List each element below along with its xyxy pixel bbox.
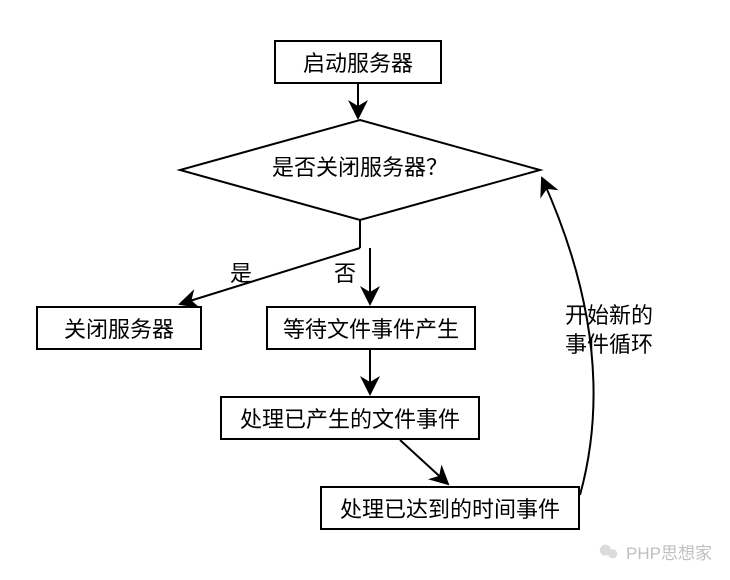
annotation-loop-line1: 开始新的 xyxy=(565,302,653,331)
flowchart-canvas: 启动服务器 是否关闭服务器？ 关闭服务器 等待文件事件产生 处理已产生的文件事件… xyxy=(0,0,730,580)
edge-yes xyxy=(180,248,360,304)
watermark-text: PHP思想家 xyxy=(626,539,712,564)
edge-label-yes-text: 是 xyxy=(230,261,252,286)
edge-label-no: 否 xyxy=(334,256,356,288)
node-close-label: 关闭服务器 xyxy=(64,312,174,344)
edge-label-no-text: 否 xyxy=(334,261,356,286)
watermark: PHP思想家 xyxy=(598,539,712,564)
node-start: 启动服务器 xyxy=(274,40,442,84)
node-start-label: 启动服务器 xyxy=(303,46,413,78)
node-process-file: 处理已产生的文件事件 xyxy=(220,396,480,440)
node-process-time: 处理已达到的时间事件 xyxy=(320,486,580,530)
node-wait-label: 等待文件事件产生 xyxy=(283,312,459,344)
node-decision-label: 是否关闭服务器？ xyxy=(272,155,448,180)
annotation-loop-line2: 事件循环 xyxy=(565,331,653,360)
node-decision-label-wrap: 是否关闭服务器？ xyxy=(180,150,540,182)
wechat-icon xyxy=(598,541,620,563)
node-wait: 等待文件事件产生 xyxy=(266,306,476,350)
node-process-time-label: 处理已达到的时间事件 xyxy=(340,492,560,524)
node-process-file-label: 处理已产生的文件事件 xyxy=(240,402,460,434)
annotation-loop: 开始新的 事件循环 xyxy=(565,302,653,359)
edge-processfile-processtime xyxy=(400,440,448,484)
edge-label-yes: 是 xyxy=(230,256,252,288)
node-close: 关闭服务器 xyxy=(36,306,202,350)
